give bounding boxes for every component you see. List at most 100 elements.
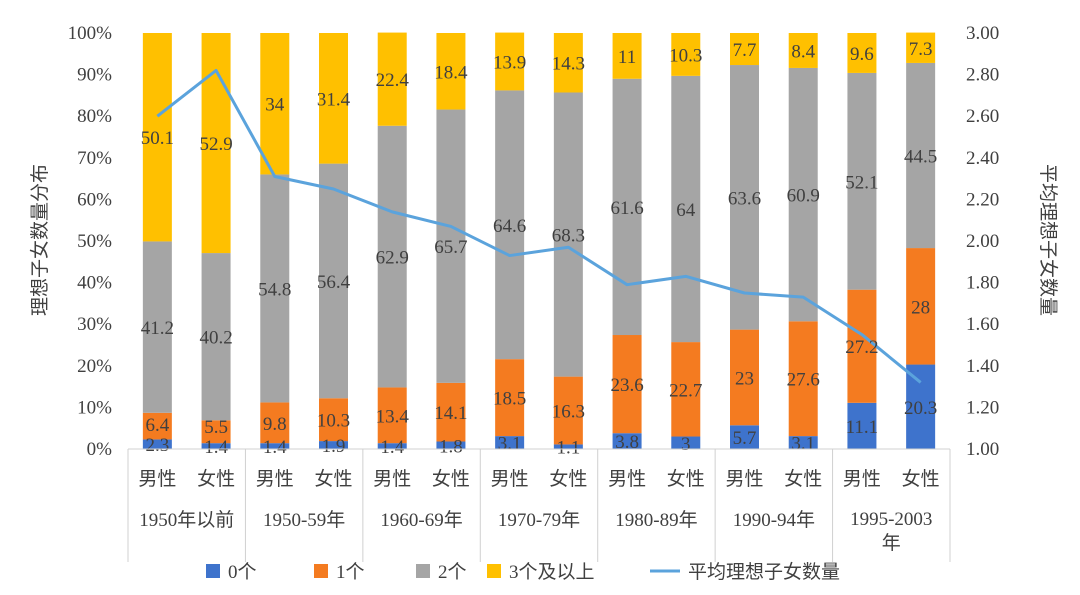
bar-segment-3个及以上: [495, 32, 525, 91]
bar-value-label: 60.9: [787, 186, 820, 207]
bar-segment-0个: [260, 443, 290, 449]
bar-segment-1个: [671, 342, 701, 437]
bar-segment-1个: [377, 387, 407, 444]
bar-value-label: 56.4: [317, 272, 351, 293]
bar-value-label: 28: [911, 297, 930, 318]
bar-value-label: 1.4: [263, 437, 287, 458]
left-tick-label: 90%: [77, 65, 112, 86]
bar-segment-1个: [260, 402, 290, 444]
bar-value-label: 3.1: [498, 434, 522, 455]
legend-swatch-2个: [416, 564, 430, 578]
legend-swatch-1个: [314, 564, 328, 578]
bar-segment-3个及以上: [553, 33, 583, 93]
bar-segment-1个: [319, 398, 348, 442]
bar-value-label: 23.6: [610, 375, 643, 396]
right-tick-label: 1.60: [966, 314, 999, 335]
group-label: 1950-59年: [263, 509, 345, 531]
bar-value-label: 40.2: [199, 328, 232, 349]
left-tick-label: 60%: [77, 189, 112, 210]
bar-segment-3个及以上: [906, 32, 936, 63]
bar-value-label: 18.4: [434, 62, 468, 83]
bar-segment-3个及以上: [671, 33, 701, 76]
bar-segment-0个: [847, 402, 877, 449]
left-tick-label: 40%: [77, 273, 112, 294]
bar-value-label: 16.3: [552, 402, 585, 423]
bar-segment-1个: [906, 248, 936, 365]
bar-value-label: 22.7: [669, 380, 702, 401]
bar-value-label: 2.3: [145, 435, 169, 456]
bar-value-label: 14.1: [434, 403, 467, 424]
bar-segment-0个: [142, 439, 172, 449]
bar-value-label: 7.7: [733, 40, 757, 61]
bar-segment-2个: [730, 65, 759, 330]
bar-segment-3个及以上: [730, 33, 759, 66]
bar-value-label: 10.3: [669, 45, 702, 66]
bar-value-label: 3: [681, 434, 691, 455]
bar-segment-3个及以上: [377, 32, 407, 126]
bar-value-label: 14.3: [552, 54, 585, 75]
bar-value-label: 52.9: [199, 134, 232, 155]
bar-value-label: 65.7: [434, 237, 467, 258]
right-tick-label: 2.00: [966, 231, 999, 252]
bar-segment-2个: [847, 72, 877, 290]
bar-value-label: 50.1: [141, 128, 174, 149]
bar-segment-0个: [612, 433, 642, 449]
right-tick-label: 1.80: [966, 273, 999, 294]
left-tick-label: 100%: [68, 23, 113, 44]
bar-segment-3个及以上: [319, 33, 348, 164]
bar-segment-1个: [142, 412, 172, 440]
category-label: 女性: [784, 468, 822, 490]
category-label: 男性: [608, 468, 646, 490]
bar-segment-1个: [436, 382, 466, 442]
bar-value-label: 52.1: [845, 172, 878, 193]
bar-segment-1个: [847, 289, 877, 403]
bar-value-label: 5.5: [204, 417, 228, 438]
bar-segment-0个: [436, 441, 466, 449]
legend-swatch-3个及以上: [487, 564, 501, 578]
bar-value-label: 23: [735, 368, 754, 389]
bar-value-label: 1.9: [322, 436, 346, 457]
bar-value-label: 3.8: [615, 432, 639, 453]
bar-value-label: 13.4: [376, 406, 410, 427]
bar-segment-0个: [377, 443, 407, 449]
category-label: 女性: [432, 468, 470, 490]
bar-value-label: 3.1: [791, 434, 815, 455]
right-tick-label: 2.40: [966, 148, 999, 169]
group-label: 1980-89年: [615, 509, 697, 531]
category-label: 男性: [725, 468, 763, 490]
bar-value-label: 64: [676, 200, 696, 221]
left-tick-label: 10%: [77, 397, 112, 418]
bar-segment-3个及以上: [847, 33, 877, 73]
bar-value-label: 18.5: [493, 389, 526, 410]
bar-segment-2个: [436, 109, 466, 383]
bar-segment-2个: [906, 62, 936, 249]
bar-value-label: 5.7: [733, 428, 757, 449]
bar-segment-3个及以上: [260, 33, 290, 175]
left-tick-label: 80%: [77, 106, 112, 127]
bar-segment-2个: [495, 90, 525, 360]
bar-segment-3个及以上: [612, 33, 642, 79]
bar-segment-2个: [201, 253, 231, 421]
bar-value-label: 13.9: [493, 52, 526, 73]
bar-segment-0个: [788, 436, 818, 449]
group-label-wrapper: 1995-2003年: [850, 509, 933, 554]
left-axis-title: 理想子女数量分布: [29, 164, 51, 316]
bar-value-label: 62.9: [376, 248, 409, 269]
bar-segment-0个: [671, 436, 701, 449]
bar-value-label: 7.3: [909, 39, 933, 60]
bar-value-label: 1.8: [439, 436, 463, 457]
bar-segment-0个: [495, 436, 525, 449]
category-label: 男性: [256, 468, 294, 490]
bar-segment-2个: [377, 125, 407, 388]
bar-value-label: 31.4: [317, 89, 351, 110]
bar-segment-2个: [142, 241, 172, 413]
bar-value-label: 9.8: [263, 414, 287, 435]
left-tick-label: 70%: [77, 148, 112, 169]
category-label: 女性: [314, 468, 352, 490]
group-label: 1995-2003年: [850, 509, 933, 554]
bar-segment-3个及以上: [788, 33, 818, 68]
left-axis-ticks: 0% 10% 20% 30% 40% 50% 60% 70% 80% 90% 100%: [68, 23, 113, 460]
average-line-path: [156, 68, 922, 384]
